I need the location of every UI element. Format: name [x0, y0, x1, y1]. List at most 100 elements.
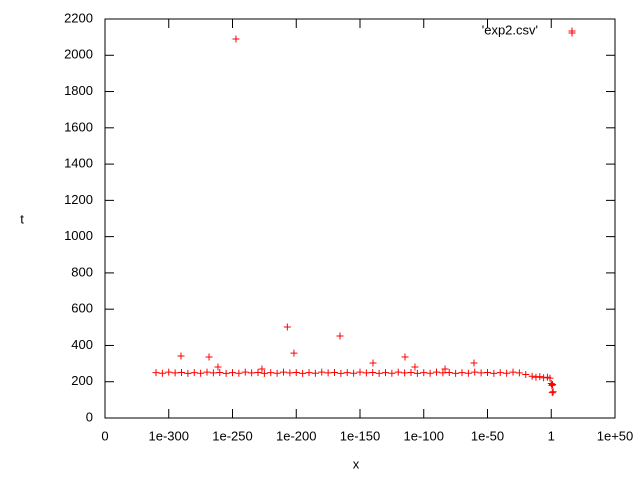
point [458, 369, 466, 377]
point [388, 369, 396, 377]
point [470, 359, 478, 367]
point [222, 369, 230, 377]
point [401, 369, 409, 377]
point [528, 372, 536, 380]
legend-marker [568, 27, 576, 35]
point [375, 369, 383, 377]
legend-label: 'exp2.csv' [482, 22, 538, 37]
point [484, 368, 491, 376]
point [290, 349, 298, 357]
point [547, 380, 555, 388]
point [536, 373, 544, 381]
point [350, 369, 358, 377]
point [490, 369, 498, 377]
y-tick-label: 600 [71, 301, 93, 316]
point [433, 368, 440, 376]
point [548, 389, 556, 397]
point [496, 369, 504, 377]
point [305, 369, 313, 377]
point [413, 369, 421, 377]
point [260, 369, 268, 377]
y-tick-label: 1400 [64, 156, 93, 171]
point [522, 370, 530, 378]
point [190, 369, 198, 377]
point [420, 369, 428, 377]
point [267, 369, 275, 377]
y-tick-label: 1000 [64, 228, 93, 243]
point [464, 369, 472, 377]
point [171, 369, 179, 377]
point [152, 369, 160, 377]
x-tick-label: 1e+50 [597, 428, 634, 443]
point [394, 368, 402, 376]
point [177, 352, 185, 360]
point [509, 368, 517, 376]
point [452, 369, 460, 377]
point [549, 380, 557, 388]
point [546, 374, 554, 382]
y-tick-label: 0 [86, 409, 93, 424]
point [248, 369, 256, 377]
point [235, 369, 243, 377]
point [331, 368, 338, 376]
point [273, 369, 281, 377]
point [209, 369, 217, 377]
point [286, 369, 294, 377]
point [324, 369, 332, 377]
y-tick-label: 2200 [64, 10, 93, 25]
x-tick-label: 1e-200 [276, 428, 316, 443]
point [382, 369, 389, 377]
point [232, 35, 240, 43]
point [426, 369, 434, 377]
point [362, 369, 370, 377]
point [515, 369, 523, 377]
y-tick-label: 200 [71, 373, 93, 388]
point [411, 363, 419, 371]
y-tick-label: 800 [71, 264, 93, 279]
point [477, 369, 485, 377]
point [407, 368, 415, 376]
point [205, 353, 213, 361]
point [549, 388, 557, 396]
point [165, 368, 173, 376]
point [184, 369, 192, 377]
point [258, 365, 266, 373]
x-tick-label: 1e-150 [340, 428, 380, 443]
y-axis-label: t [20, 211, 24, 226]
x-axis-label: x [353, 456, 360, 471]
point [356, 368, 364, 376]
point [439, 369, 447, 377]
y-tick-label: 1200 [64, 192, 93, 207]
y-tick-label: 2000 [64, 47, 93, 62]
point [241, 368, 249, 376]
point [158, 369, 166, 377]
point [299, 369, 307, 377]
x-tick-label: 1e-300 [149, 428, 189, 443]
point [540, 374, 548, 382]
point [548, 381, 556, 389]
point [318, 368, 326, 376]
point [441, 365, 449, 373]
point [216, 368, 224, 376]
point [337, 369, 345, 377]
point [336, 332, 344, 340]
x-tick-label: 0 [101, 428, 108, 443]
point [254, 368, 262, 376]
plot-frame [104, 18, 616, 419]
x-tick-label: 1e-250 [212, 428, 252, 443]
point [214, 363, 222, 371]
point [471, 368, 479, 376]
point [503, 369, 511, 377]
point [369, 359, 377, 367]
y-tick-label: 1600 [64, 119, 93, 134]
point [283, 323, 291, 331]
point [401, 353, 409, 361]
point [280, 368, 287, 376]
point [203, 368, 211, 376]
point [532, 373, 540, 381]
point [311, 369, 319, 377]
point [178, 368, 185, 376]
point [445, 368, 453, 376]
x-tick-label: 1 [548, 428, 555, 443]
